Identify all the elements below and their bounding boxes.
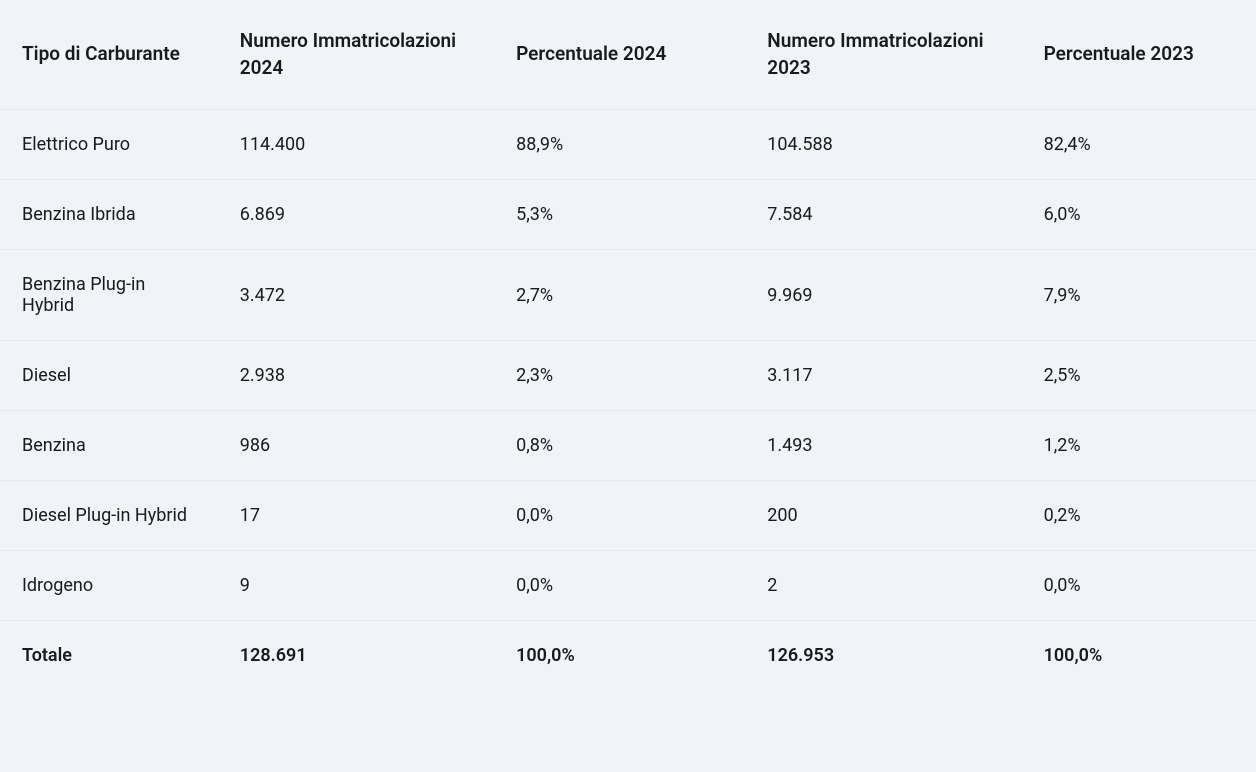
- cell-pct-2024: 88,9%: [496, 110, 747, 180]
- cell-pct-2024: 0,8%: [496, 411, 747, 481]
- table-row: Benzina 986 0,8% 1.493 1,2%: [0, 411, 1256, 481]
- cell-fuel-type: Diesel Plug-in Hybrid: [0, 481, 220, 551]
- cell-pct-2024: 5,3%: [496, 180, 747, 250]
- cell-pct-2023: 0,0%: [1024, 551, 1256, 621]
- cell-pct-2023: 0,2%: [1024, 481, 1256, 551]
- cell-reg-2023: 2: [747, 551, 1023, 621]
- cell-total-pct-2024: 100,0%: [496, 621, 747, 691]
- cell-reg-2024: 6.869: [220, 180, 496, 250]
- table-row: Idrogeno 9 0,0% 2 0,0%: [0, 551, 1256, 621]
- cell-reg-2023: 1.493: [747, 411, 1023, 481]
- table-row: Benzina Plug-in Hybrid 3.472 2,7% 9.969 …: [0, 250, 1256, 341]
- cell-reg-2024: 3.472: [220, 250, 496, 341]
- cell-reg-2024: 9: [220, 551, 496, 621]
- cell-pct-2023: 82,4%: [1024, 110, 1256, 180]
- cell-fuel-type: Elettrico Puro: [0, 110, 220, 180]
- cell-fuel-type: Idrogeno: [0, 551, 220, 621]
- table-header-row: Tipo di Carburante Numero Immatricolazio…: [0, 0, 1256, 110]
- col-header-percentage-2023: Percentuale 2023: [1024, 0, 1256, 110]
- cell-total-reg-2023: 126.953: [747, 621, 1023, 691]
- col-header-fuel-type: Tipo di Carburante: [0, 0, 220, 110]
- cell-pct-2023: 2,5%: [1024, 341, 1256, 411]
- cell-reg-2023: 3.117: [747, 341, 1023, 411]
- cell-total-label: Totale: [0, 621, 220, 691]
- cell-fuel-type: Diesel: [0, 341, 220, 411]
- table-row: Benzina Ibrida 6.869 5,3% 7.584 6,0%: [0, 180, 1256, 250]
- cell-reg-2024: 114.400: [220, 110, 496, 180]
- table-body: Elettrico Puro 114.400 88,9% 104.588 82,…: [0, 110, 1256, 691]
- cell-reg-2024: 986: [220, 411, 496, 481]
- col-header-registrations-2023: Numero Immatricolazioni 2023: [747, 0, 1023, 110]
- cell-fuel-type: Benzina Plug-in Hybrid: [0, 250, 220, 341]
- table-total-row: Totale 128.691 100,0% 126.953 100,0%: [0, 621, 1256, 691]
- table-row: Diesel Plug-in Hybrid 17 0,0% 200 0,2%: [0, 481, 1256, 551]
- cell-pct-2024: 2,7%: [496, 250, 747, 341]
- cell-reg-2023: 200: [747, 481, 1023, 551]
- cell-reg-2023: 9.969: [747, 250, 1023, 341]
- cell-reg-2023: 7.584: [747, 180, 1023, 250]
- cell-reg-2023: 104.588: [747, 110, 1023, 180]
- cell-pct-2024: 0,0%: [496, 481, 747, 551]
- cell-pct-2024: 2,3%: [496, 341, 747, 411]
- cell-pct-2023: 7,9%: [1024, 250, 1256, 341]
- cell-total-pct-2023: 100,0%: [1024, 621, 1256, 691]
- fuel-registration-table: Tipo di Carburante Numero Immatricolazio…: [0, 0, 1256, 690]
- cell-reg-2024: 2.938: [220, 341, 496, 411]
- cell-reg-2024: 17: [220, 481, 496, 551]
- table-row: Diesel 2.938 2,3% 3.117 2,5%: [0, 341, 1256, 411]
- col-header-percentage-2024: Percentuale 2024: [496, 0, 747, 110]
- cell-pct-2023: 1,2%: [1024, 411, 1256, 481]
- cell-total-reg-2024: 128.691: [220, 621, 496, 691]
- cell-fuel-type: Benzina Ibrida: [0, 180, 220, 250]
- col-header-registrations-2024: Numero Immatricolazioni 2024: [220, 0, 496, 110]
- cell-fuel-type: Benzina: [0, 411, 220, 481]
- cell-pct-2023: 6,0%: [1024, 180, 1256, 250]
- table-row: Elettrico Puro 114.400 88,9% 104.588 82,…: [0, 110, 1256, 180]
- cell-pct-2024: 0,0%: [496, 551, 747, 621]
